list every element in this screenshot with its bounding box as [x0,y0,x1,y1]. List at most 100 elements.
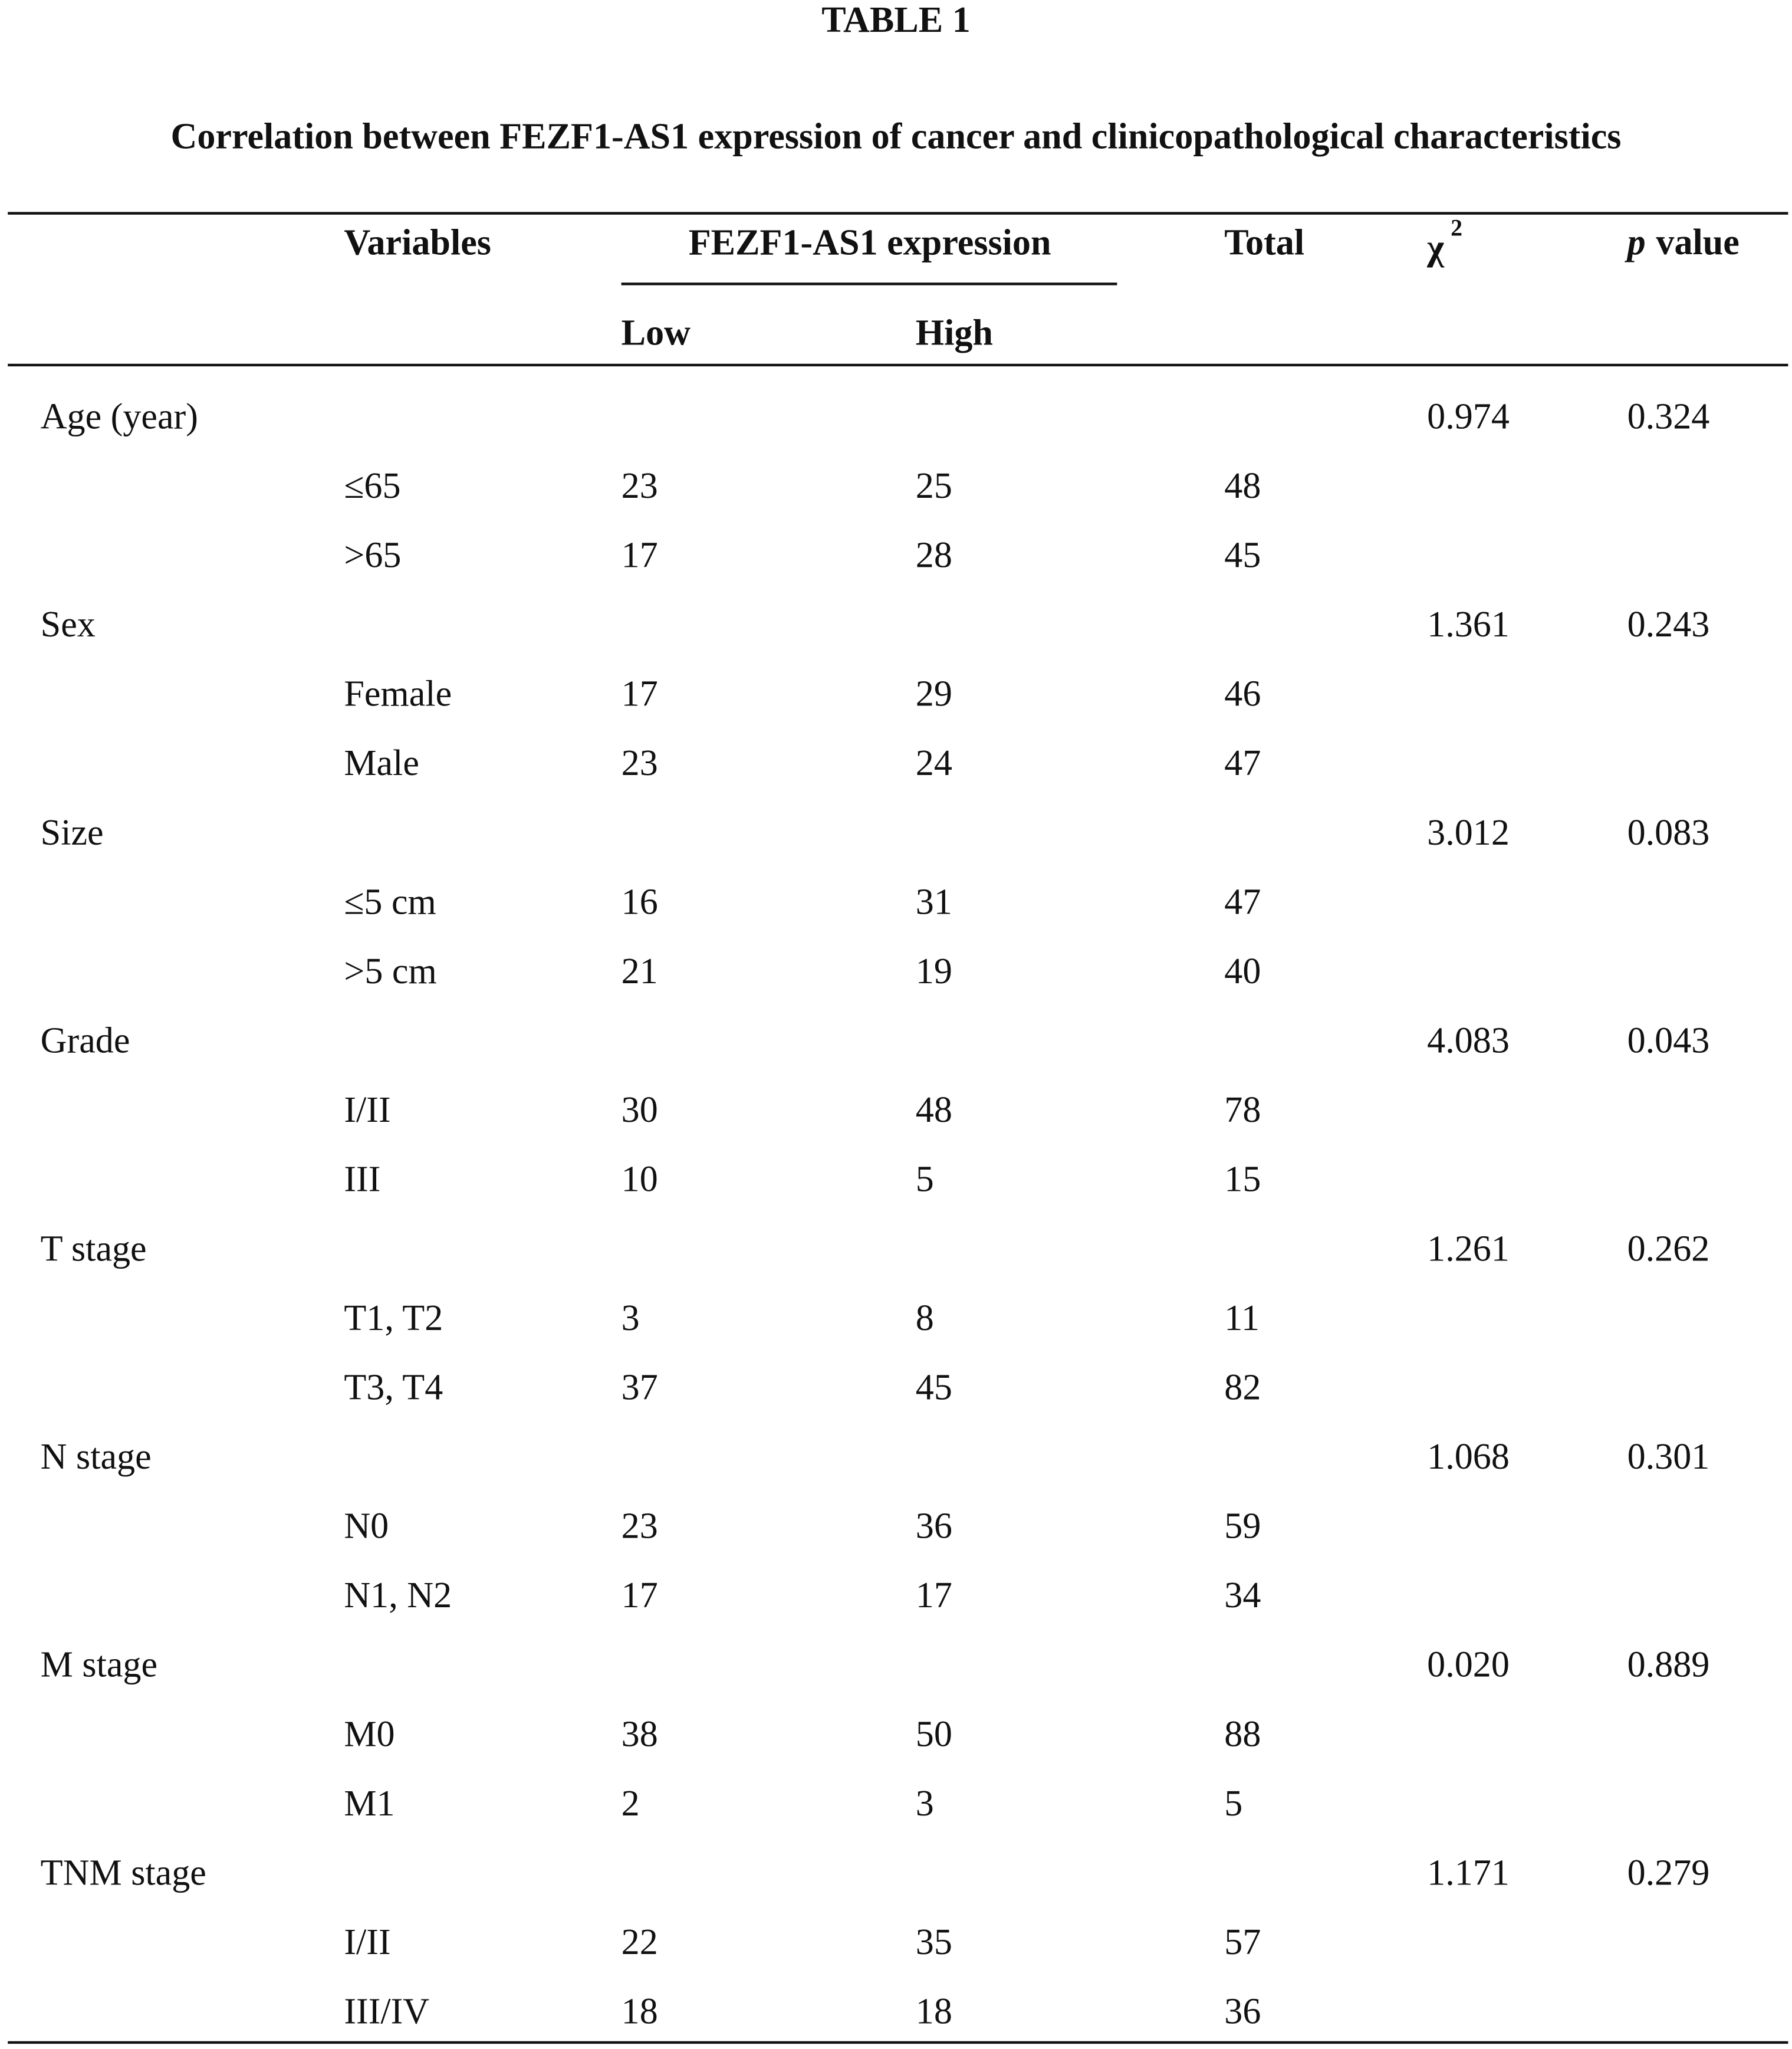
header-variables: Variables [344,222,491,262]
header-high: High [916,313,993,353]
total-count: 46 [1224,674,1261,714]
header-chi: χ [1426,228,1445,268]
high-count: 18 [916,1992,952,2032]
low-count: 2 [622,1784,640,1824]
chi-square: 0.974 [1427,396,1510,436]
total-count: 82 [1224,1367,1261,1407]
low-count: 30 [622,1090,658,1130]
total-count: 45 [1224,536,1261,576]
high-count: 31 [916,882,952,922]
low-count: 17 [622,674,658,714]
total-count: 57 [1224,1922,1261,1962]
p-value: 0.043 [1627,1021,1710,1061]
p-value: 0.243 [1627,605,1710,645]
chi-square: 0.020 [1427,1645,1510,1685]
sub-variable: T3, T4 [344,1367,443,1407]
low-count: 22 [622,1922,658,1962]
low-count: 17 [622,536,658,576]
low-count: 23 [622,1506,658,1546]
high-count: 45 [916,1367,952,1407]
sub-variable: III [344,1160,380,1200]
low-count: 38 [622,1714,658,1754]
high-count: 8 [916,1298,934,1338]
sub-variable: I/II [344,1922,390,1962]
chi-square: 1.068 [1427,1437,1510,1477]
header-p-rest: value [1656,222,1739,262]
group-name: Grade [41,1021,130,1061]
p-value: 0.324 [1627,396,1710,436]
sub-variable: >5 cm [344,951,437,991]
group-name: N stage [41,1437,152,1477]
header-p-italic: p [1625,222,1646,262]
low-count: 16 [622,882,658,922]
sub-variable: Female [344,674,452,714]
total-count: 36 [1224,1992,1261,2032]
header-p: p value [1625,222,1740,262]
low-count: 37 [622,1367,658,1407]
low-count: 17 [622,1575,658,1615]
high-count: 50 [916,1714,952,1754]
group-name: Sex [41,605,96,645]
high-count: 5 [916,1160,934,1200]
low-count: 3 [622,1298,640,1338]
total-count: 88 [1224,1714,1261,1754]
sub-variable: ≤5 cm [344,882,436,922]
high-count: 35 [916,1922,952,1962]
total-count: 48 [1224,466,1261,506]
chi-square: 4.083 [1427,1021,1510,1061]
header-chi-sup: 2 [1451,215,1462,241]
chi-square: 1.361 [1427,605,1510,645]
p-value: 0.301 [1627,1437,1710,1477]
high-count: 48 [916,1090,952,1130]
total-count: 59 [1224,1506,1261,1546]
p-value: 0.083 [1627,813,1710,853]
total-count: 15 [1224,1160,1261,1200]
sub-variable: N1, N2 [344,1575,452,1615]
chi-square: 1.171 [1427,1853,1510,1893]
sub-variable: M1 [344,1784,394,1824]
high-count: 24 [916,743,952,783]
total-count: 34 [1224,1575,1261,1615]
high-count: 29 [916,674,952,714]
low-count: 23 [622,743,658,783]
header-group: FEZF1-AS1 expression [689,222,1051,262]
chi-square: 3.012 [1427,813,1510,853]
table-caption: Correlation between FEZF1-AS1 expression… [171,117,1622,157]
header-total: Total [1224,222,1304,262]
high-count: 3 [916,1784,934,1824]
group-name: Age (year) [41,396,198,436]
sub-variable: I/II [344,1090,390,1130]
high-count: 28 [916,536,952,576]
low-count: 23 [622,466,658,506]
chi-square: 1.261 [1427,1229,1510,1269]
high-count: 19 [916,951,952,991]
sub-variable: Male [344,743,419,783]
total-count: 47 [1224,743,1261,783]
p-value: 0.889 [1627,1645,1710,1685]
high-count: 17 [916,1575,952,1615]
p-value: 0.279 [1627,1853,1710,1893]
sub-variable: >65 [344,536,401,576]
high-count: 36 [916,1506,952,1546]
sub-variable: M0 [344,1714,394,1754]
group-name: M stage [41,1645,157,1685]
p-value: 0.262 [1627,1229,1710,1269]
total-count: 40 [1224,951,1261,991]
high-count: 25 [916,466,952,506]
sub-variable: N0 [344,1506,389,1546]
sub-variable: ≤65 [344,466,400,506]
low-count: 18 [622,1992,658,2032]
header-low: Low [622,313,691,353]
sub-variable: III/IV [344,1992,429,2032]
total-count: 47 [1224,882,1261,922]
group-name: Size [41,813,104,853]
low-count: 10 [622,1160,658,1200]
total-count: 5 [1224,1784,1242,1824]
total-count: 78 [1224,1090,1261,1130]
group-name: T stage [41,1229,147,1269]
total-count: 11 [1224,1298,1260,1338]
sub-variable: T1, T2 [344,1298,443,1338]
table-title: TABLE 1 [821,0,971,40]
